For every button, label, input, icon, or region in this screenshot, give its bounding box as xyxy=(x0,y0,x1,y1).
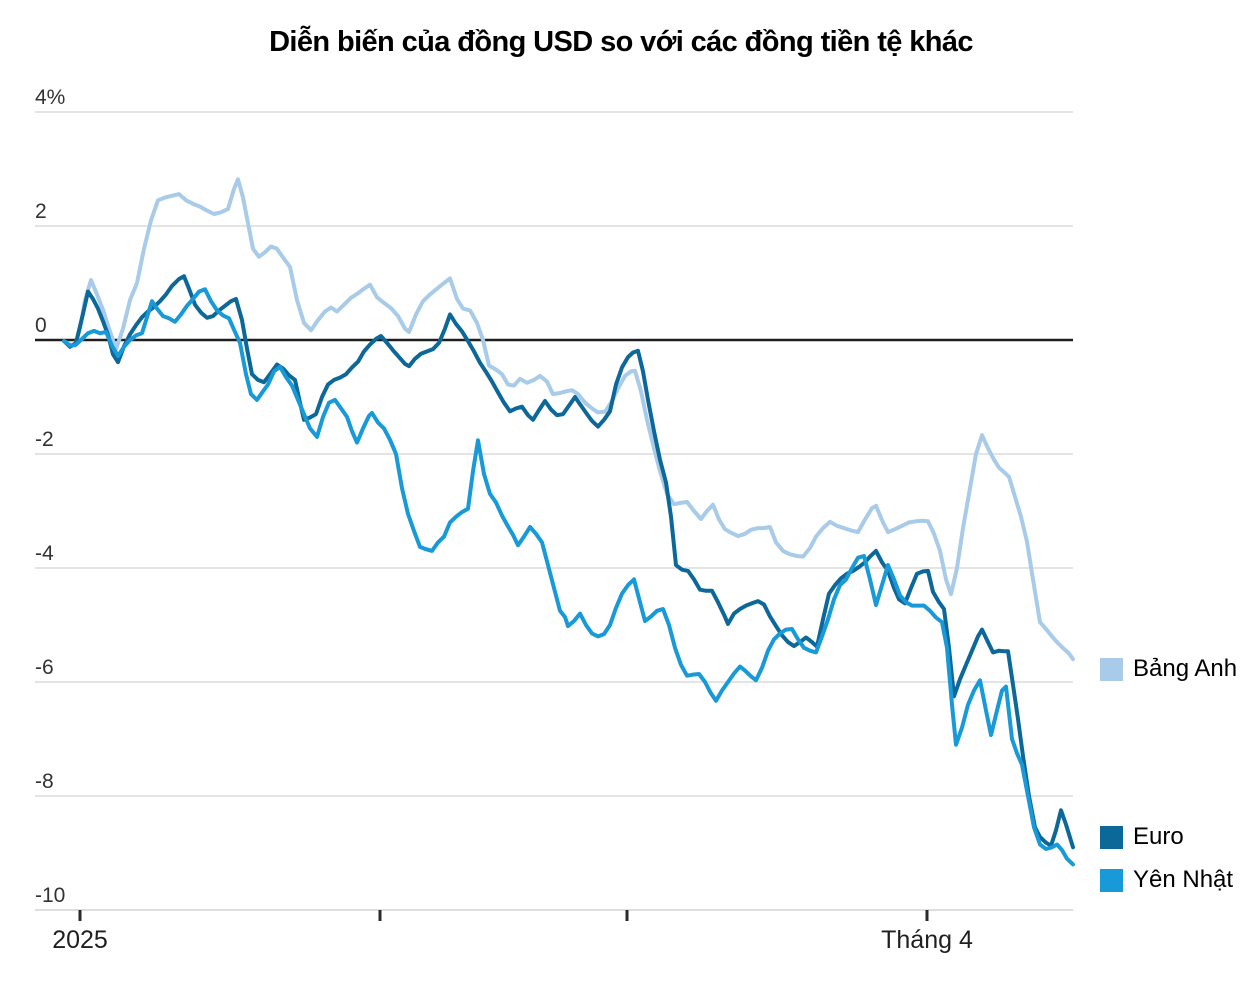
legend-label-pound: Bảng Anh xyxy=(1133,655,1238,682)
euro-color-swatch-icon xyxy=(1100,825,1123,849)
chart-title: Diễn biến của đồng USD so với các đồng t… xyxy=(269,26,973,58)
legend-item-pound: Bảng Anh xyxy=(1100,655,1237,683)
y-axis-tick-label: -4 xyxy=(35,542,54,565)
x-axis-tick-label: 2025 xyxy=(52,926,108,954)
yen-color-swatch-icon xyxy=(1100,868,1123,892)
y-axis-tick-label: -10 xyxy=(35,884,65,907)
series-lines-layer xyxy=(62,177,1075,867)
y-axis-tick-label: 4% xyxy=(35,86,65,109)
y-axis-tick-label: -6 xyxy=(35,656,54,679)
legend-label-yen: Yên Nhật xyxy=(1133,866,1234,893)
gridlines-layer xyxy=(35,111,1073,911)
legend-item-euro: Euro xyxy=(1100,823,1184,851)
pound-color-swatch-icon xyxy=(1100,657,1123,681)
y-axis-tick-label: -8 xyxy=(35,770,54,793)
axes-layer: 4% 2 0 -2 -4 -6 -8 -10 2025 Tháng 4 xyxy=(35,86,973,954)
legend-item-yen: Yên Nhật xyxy=(1100,866,1233,894)
y-axis-tick-label: 0 xyxy=(35,314,47,337)
y-axis-tick-label: 2 xyxy=(35,200,47,223)
series-line-euro xyxy=(62,274,1075,850)
legend-label-euro: Euro xyxy=(1133,823,1184,850)
series-line-pound xyxy=(62,177,1075,662)
y-axis-tick-label: -2 xyxy=(35,428,54,451)
x-axis-tick-label: Tháng 4 xyxy=(881,926,973,954)
series-line-yen xyxy=(62,287,1075,867)
